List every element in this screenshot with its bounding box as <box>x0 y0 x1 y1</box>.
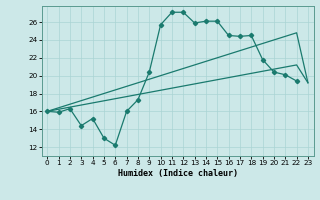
X-axis label: Humidex (Indice chaleur): Humidex (Indice chaleur) <box>118 169 237 178</box>
